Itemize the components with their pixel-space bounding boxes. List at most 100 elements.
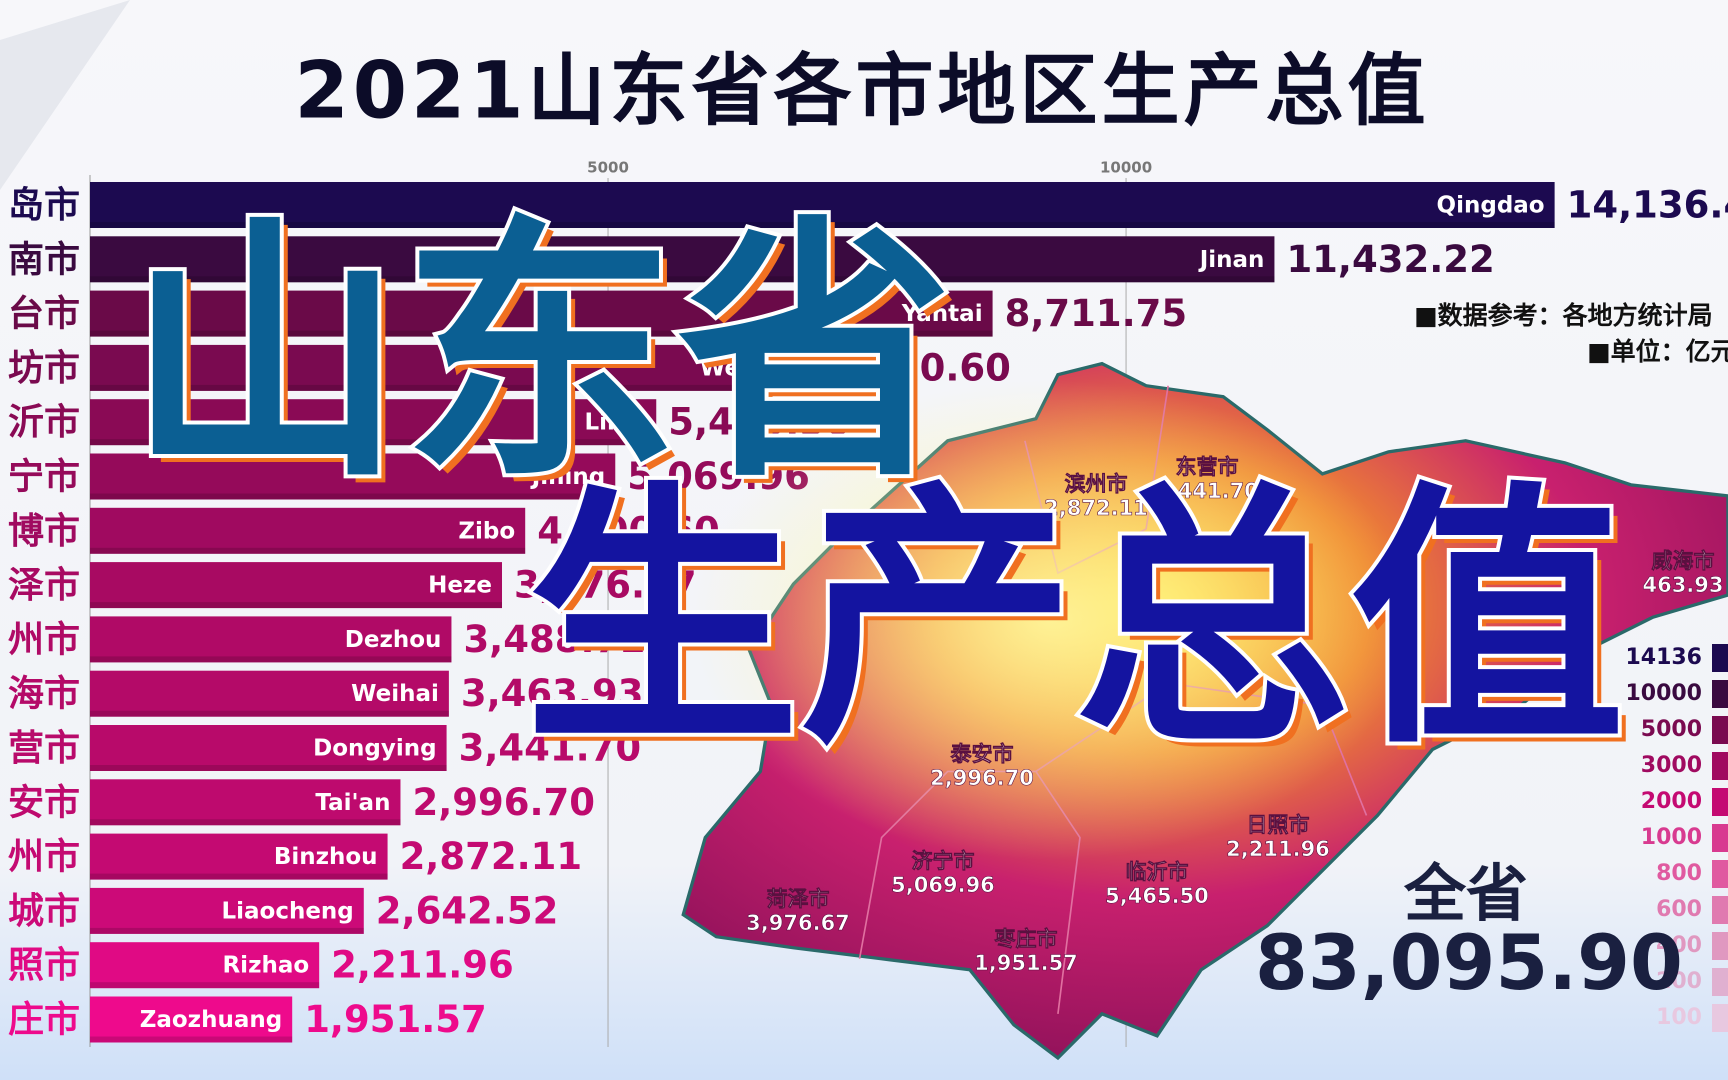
bar-name: Dongying — [313, 736, 436, 762]
x-tick-label: 10000 — [1100, 159, 1152, 177]
bar-name: Rizhao — [222, 953, 309, 979]
total-value: 83,095.90 — [1255, 918, 1683, 1007]
legend-swatch — [1712, 1004, 1728, 1032]
map-value: 2,996.70 — [930, 766, 1034, 790]
bar-shine — [90, 710, 449, 717]
value-label: 2,996.70 — [412, 781, 595, 824]
overlay-title: 生产总值 — [525, 460, 1625, 780]
legend-label: 14136 — [1625, 645, 1702, 670]
legend-swatch — [1712, 824, 1728, 852]
bar-shine — [90, 1036, 293, 1043]
bar-shine — [90, 493, 616, 500]
bar-shine — [90, 547, 526, 554]
value-label: 7,010.60 — [828, 346, 1011, 389]
map-label: 菏泽市 — [767, 887, 830, 911]
bar — [90, 507, 526, 554]
bar-name: Weihai — [351, 681, 439, 707]
legend-label: 800 — [1656, 861, 1702, 886]
value-label: 11,432.22 — [1286, 238, 1494, 281]
bar — [90, 562, 503, 609]
y-tick-label: 博市 — [8, 511, 80, 552]
map-value: 5,465.50 — [1105, 884, 1209, 908]
map-value: 3,976.67 — [746, 911, 850, 935]
decoration — [0, 0, 130, 190]
y-tick-label: 营市 — [8, 728, 80, 769]
legend-label: 5000 — [1641, 717, 1702, 742]
bar — [90, 779, 401, 826]
value-label: 1,951.57 — [304, 998, 487, 1041]
map-value: 3,441.70 — [1155, 479, 1259, 503]
y-tick-label: 南市 — [8, 239, 80, 280]
bar-shine — [90, 873, 388, 880]
map-label: 泰安市 — [950, 742, 1014, 766]
value-label: 3,488.72 — [463, 618, 646, 661]
legend-label: 600 — [1656, 897, 1702, 922]
bar — [90, 453, 616, 500]
value-label: 2,642.52 — [376, 889, 559, 932]
legend-swatch — [1712, 716, 1728, 744]
bar — [90, 182, 1555, 228]
value-label: 2,872.11 — [400, 835, 583, 878]
legend-label: 1000 — [1641, 825, 1702, 850]
value-label: 2,211.96 — [331, 944, 514, 987]
note: ■单位：亿元 — [1587, 337, 1728, 366]
bar-name: Tai'an — [315, 790, 390, 816]
legend-swatch — [1712, 896, 1728, 924]
map-value: 463.93 — [1642, 573, 1723, 597]
bar-shine — [90, 602, 503, 609]
y-tick-label: 安市 — [8, 782, 80, 823]
legend-swatch — [1712, 860, 1728, 888]
bar — [90, 725, 447, 771]
y-tick-label: 宁市 — [8, 457, 80, 498]
bar-shine — [90, 276, 1275, 283]
bar-name: Yantai — [901, 301, 983, 327]
bar — [90, 833, 388, 880]
legend-swatch — [1712, 968, 1728, 996]
map-value: 2,211.96 — [1226, 837, 1330, 861]
value-label: 3,976.67 — [514, 564, 697, 607]
value-label: 3,441.70 — [459, 727, 642, 770]
bar — [90, 616, 452, 663]
map-label: 济宁市 — [912, 849, 975, 873]
bar-name: Zaozhuang — [140, 1007, 283, 1033]
y-tick-label: 泽市 — [8, 565, 80, 606]
map-value: 2,872.11 — [1044, 496, 1148, 520]
map-value: 5,069.96 — [891, 873, 995, 897]
y-tick-label: 海市 — [8, 674, 80, 715]
bar — [90, 236, 1275, 283]
y-tick-label: 照市 — [8, 945, 80, 986]
legend-label: 2000 — [1641, 789, 1702, 814]
legend-swatch — [1712, 788, 1728, 816]
y-tick-label: 沂市 — [8, 402, 80, 443]
bar-name: Weifang — [700, 355, 806, 381]
y-tick-label: 岛市 — [8, 185, 80, 226]
bar-name: Jinan — [1198, 247, 1265, 273]
bar-name: Qingdao — [1437, 193, 1545, 219]
overlay: 山东省 山东省 生产总值 生产总值 — [124, 190, 1634, 788]
bar-name: Jining — [530, 464, 606, 490]
note: ■数据参考：各地方统计局 — [1414, 301, 1713, 330]
bar-name: Dezhou — [345, 627, 442, 653]
x-tick-label: 5000 — [587, 159, 629, 177]
map-label: 日照市 — [1247, 813, 1310, 837]
bar — [90, 399, 657, 446]
legend-swatch — [1712, 932, 1728, 960]
bar-shine — [90, 439, 657, 446]
bar-name: Linyi — [584, 410, 646, 436]
bar-shine — [90, 982, 320, 989]
bar-name: Zibo — [458, 518, 515, 544]
chart-title: 2021山东省各市地区生产总值 — [294, 46, 1429, 136]
map-label: 滨州市 — [1065, 472, 1128, 496]
legend-label: 400 — [1656, 933, 1702, 958]
overlay-title: 山东省 — [128, 194, 953, 514]
legend-label: 200 — [1656, 969, 1702, 994]
bar-name: Liaocheng — [221, 898, 353, 924]
y-tick-label: 庄市 — [8, 1000, 80, 1041]
bar-shine — [90, 765, 447, 771]
legend-swatch — [1712, 752, 1728, 780]
map-label: 枣庄市 — [994, 927, 1058, 951]
bar-shine — [90, 384, 817, 391]
legend-label: 10000 — [1625, 681, 1702, 706]
value-label: 14,136.46 — [1567, 184, 1728, 227]
